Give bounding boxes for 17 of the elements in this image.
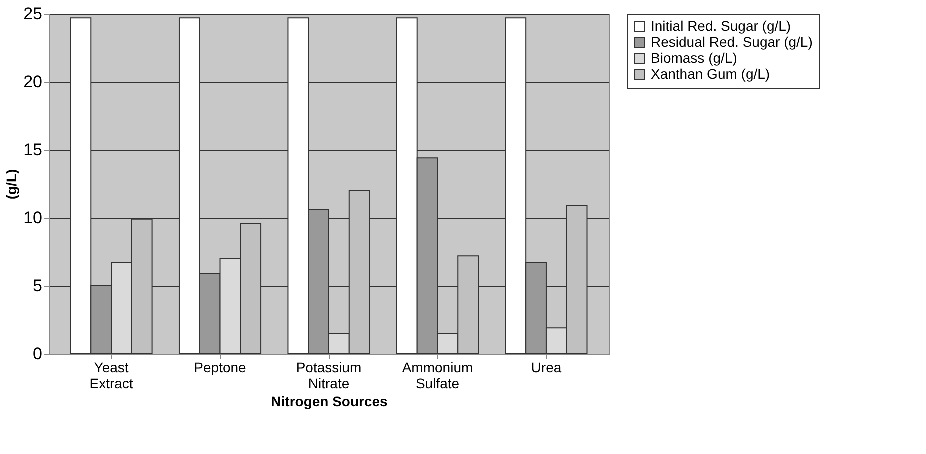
y-tick-label: 5 (33, 276, 42, 296)
legend-label: Initial Red. Sugar (g/L) (651, 18, 792, 34)
y-tick-label: 15 (24, 140, 42, 160)
x-axis-title: Nitrogen Sources (271, 394, 388, 410)
x-tick-label: Potassium Nitrate (296, 360, 362, 392)
x-tick-label: Yeast Extract (90, 360, 134, 392)
x-tick-label: Urea (531, 360, 562, 376)
x-tick-label: Peptone (194, 360, 247, 376)
x-tick-label: Ammonium Sulfate (402, 360, 474, 392)
legend-label: Xanthan Gum (g/L) (651, 66, 770, 82)
y-axis-title: (g/L) (4, 169, 20, 200)
legend-label: Residual Red. Sugar (g/L) (651, 34, 813, 50)
y-tick-label: 25 (24, 4, 42, 24)
y-tick-label: 0 (33, 344, 42, 364)
y-tick-label: 20 (24, 72, 42, 92)
legend-label: Biomass (g/L) (651, 50, 738, 66)
y-tick-label: 10 (24, 208, 42, 228)
